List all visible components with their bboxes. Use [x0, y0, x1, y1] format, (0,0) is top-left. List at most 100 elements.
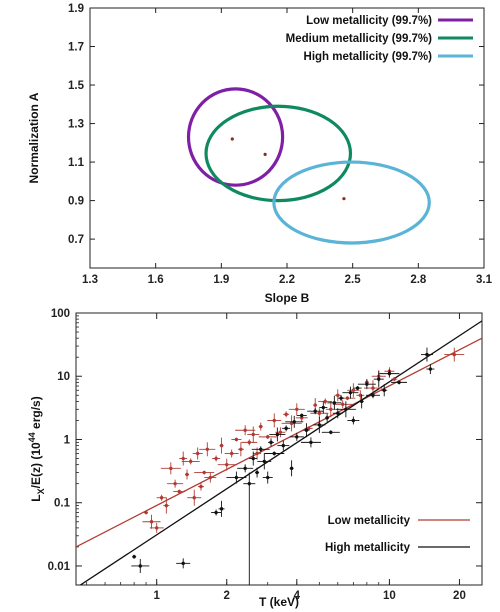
top-y-tick-label: 1.7: [68, 42, 84, 54]
top-y-tick-label: 0.7: [68, 234, 84, 246]
data-point: [317, 411, 322, 415]
data-point: [428, 367, 433, 371]
data-point: [329, 430, 333, 434]
data-point: [275, 432, 280, 437]
bottom-y-tick-label: 0.1: [54, 498, 71, 510]
top-x-tick-label: 1.3: [82, 274, 98, 286]
data-point: [255, 470, 259, 475]
data-point: [304, 428, 309, 432]
fit-line: [79, 320, 482, 585]
data-point: [317, 423, 322, 427]
data-point: [214, 456, 218, 461]
top-centers: [230, 137, 346, 201]
data-point: [365, 382, 369, 386]
best-fit-point: [342, 197, 346, 201]
confidence-ellipse: [186, 87, 285, 187]
data-point: [392, 377, 397, 381]
data-point: [377, 377, 381, 381]
data-point: [169, 466, 173, 471]
bottom-plot-frame: [75, 312, 483, 586]
data-point: [214, 510, 218, 515]
data-point: [219, 507, 224, 511]
top-legend: Low metallicity (99.7%) Medium metallicit…: [286, 15, 473, 63]
data-point: [281, 443, 286, 448]
data-point: [284, 426, 288, 431]
data-point: [323, 399, 327, 404]
top-y-tick-label: 1.9: [68, 3, 84, 15]
data-point: [272, 451, 276, 456]
data-point: [185, 472, 189, 477]
data-point: [325, 416, 329, 420]
top-y-ticks: 0.7 0.9 1.1 1.3 1.5 1.7 1.9: [68, 3, 484, 246]
data-point: [425, 352, 429, 357]
data-point: [371, 386, 375, 390]
data-point: [289, 466, 294, 471]
bottom-y-axis-label: LX/E(z) (1044 erg/s): [27, 396, 46, 501]
data-point: [164, 503, 169, 508]
bottom-x-ticks: 1 2 4 10 20: [86, 313, 466, 602]
ylabel-sup: 44: [27, 432, 37, 442]
data-point: [295, 407, 299, 412]
data-point: [189, 459, 193, 464]
bottom-chart: 1 2 4 10 20 0.01 0.1 1 10 100 T (keV) LX/E(z) (1…: [27, 308, 483, 609]
data-point: [336, 393, 340, 397]
top-y-tick-label: 1.1: [68, 157, 85, 169]
data-point: [300, 416, 304, 420]
data-point: [219, 443, 224, 448]
data-point: [336, 411, 340, 415]
bottom-y-tick-label: 1: [64, 434, 71, 446]
data-point: [300, 413, 304, 418]
bottom-x-tick-label: 1: [153, 590, 160, 602]
top-ellipses: [186, 87, 431, 245]
data-point: [329, 407, 333, 412]
data-point: [345, 396, 350, 400]
data-point: [234, 475, 239, 480]
data-point: [339, 396, 343, 400]
data-point: [149, 520, 154, 524]
ylabel-main: L: [29, 494, 43, 501]
best-fit-point: [230, 137, 234, 141]
bottom-x-axis-label: T (keV): [259, 595, 299, 609]
bottom-x-tick-label: 4: [294, 590, 301, 602]
bottom-y-ticks: 0.01 0.1 1 10 100: [48, 308, 482, 573]
top-chart: 1.3 1.6 1.9 2.2 2.5 2.8 3.1 0.7 0.9 1.1 1.3 1.5 1.7…: [27, 3, 493, 305]
data-point: [266, 435, 270, 439]
data-point: [251, 456, 255, 461]
ylabel-end: erg/s): [29, 396, 43, 432]
data-point: [225, 462, 229, 467]
legend-label: Medium metallicity (99.7%): [286, 33, 433, 45]
data-point: [348, 390, 353, 395]
bottom-x-tick-label: 10: [383, 590, 396, 602]
data-point: [332, 401, 337, 405]
top-y-tick-label: 0.9: [68, 196, 84, 208]
bottom-y-tick-label: 0.01: [48, 561, 71, 573]
data-point: [177, 489, 181, 494]
data-point: [259, 447, 263, 451]
data-point: [243, 466, 247, 471]
data-point: [358, 393, 363, 397]
data-point: [229, 451, 234, 456]
data-point: [382, 388, 386, 392]
legend-label: High metallicity: [325, 542, 411, 554]
data-point: [239, 447, 243, 451]
top-x-tick-label: 2.8: [410, 274, 427, 286]
data-point: [452, 352, 456, 357]
confidence-ellipse: [204, 104, 353, 203]
data-point: [208, 475, 213, 480]
data-point: [272, 418, 276, 423]
data-point: [173, 481, 177, 486]
data-point: [351, 388, 356, 392]
data-point: [307, 426, 311, 431]
data-point: [289, 421, 294, 426]
data-point: [202, 470, 206, 475]
data-point: [243, 428, 247, 432]
data-point: [159, 496, 164, 500]
data-point: [344, 407, 348, 412]
data-point: [341, 402, 345, 407]
data-point: [181, 456, 185, 461]
data-point: [181, 561, 185, 566]
bottom-legend: Low metallicity High metallicity: [325, 515, 470, 554]
data-point: [262, 459, 266, 464]
data-point: [255, 451, 259, 456]
